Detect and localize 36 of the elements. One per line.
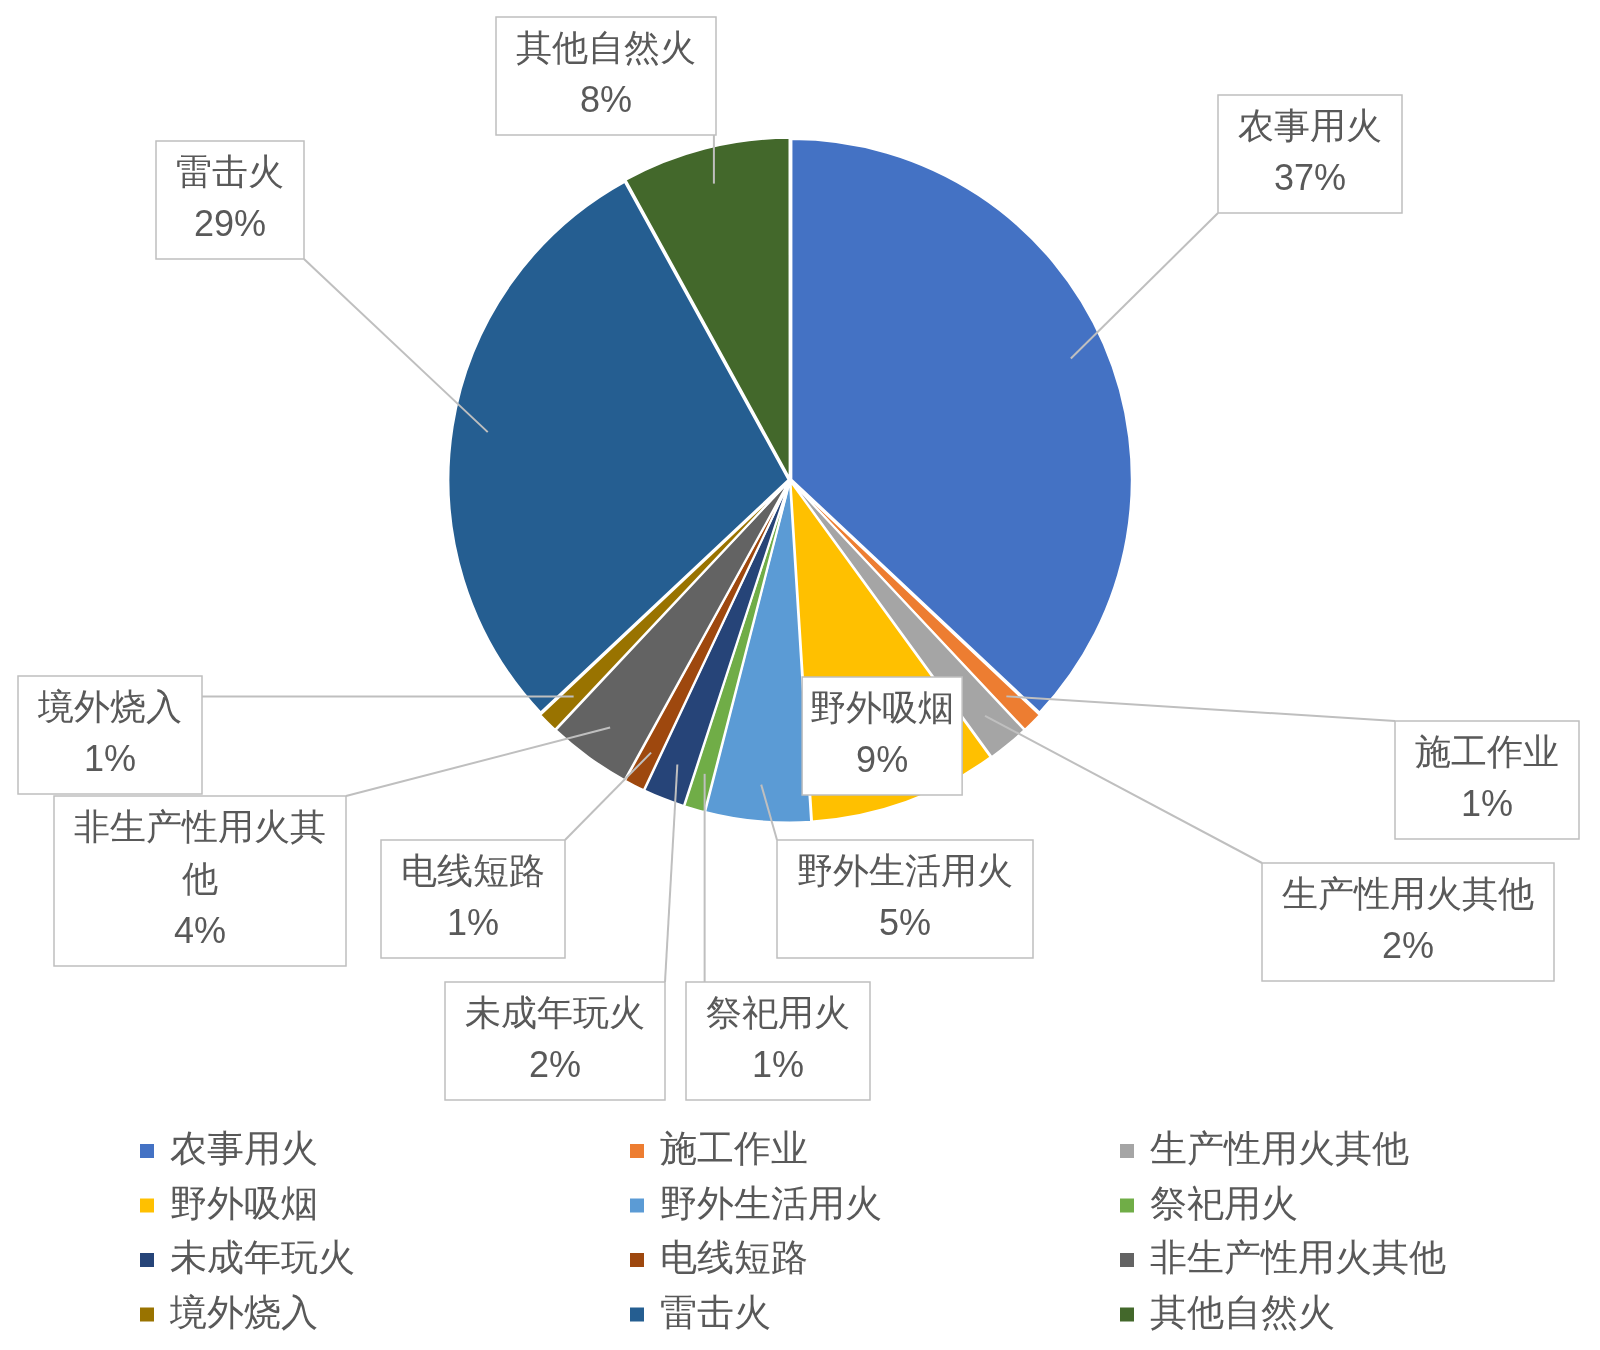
slice-label: 其他自然火	[516, 26, 696, 68]
slice-label: 生产性用火其他	[1282, 872, 1534, 914]
data-label: 2%	[1381, 924, 1435, 966]
data-label: 1%	[446, 901, 500, 943]
data-label: 37%	[1273, 156, 1347, 198]
slice-label: 祭祀用火	[706, 991, 850, 1033]
legend-label: 农事用火	[170, 1128, 318, 1170]
data-label: 1%	[83, 737, 137, 779]
legend-label: 雷击火	[660, 1291, 771, 1333]
slice-label: 野外生活用火	[797, 849, 1013, 891]
legend-label: 未成年玩火	[170, 1237, 355, 1279]
legend-label: 电线短路	[660, 1237, 808, 1279]
data-label: 2%	[528, 1043, 582, 1085]
data-label: 9%	[856, 738, 909, 780]
legend-label: 施工作业	[660, 1128, 808, 1170]
slice-label: 野外吸烟	[810, 686, 955, 728]
legend-label: 境外烧入	[169, 1291, 318, 1333]
slice-label: 非生产性用火其他	[74, 805, 326, 899]
slice-label: 农事用火	[1238, 104, 1382, 146]
data-label: 1%	[751, 1043, 805, 1085]
slice-label: 境外烧入	[37, 685, 182, 727]
data-label: 4%	[173, 909, 227, 951]
slice-label: 未成年玩火	[465, 991, 645, 1033]
data-label: 1%	[1460, 782, 1514, 824]
slice-label: 电线短路	[401, 849, 545, 891]
slice-label: 施工作业	[1415, 730, 1559, 772]
data-label: 5%	[878, 901, 932, 943]
legend-label: 其他自然火	[1150, 1291, 1335, 1333]
slice-label: 雷击火	[176, 150, 284, 192]
legend-label: 野外吸烟	[170, 1182, 318, 1224]
legend-label: 祭祀用火	[1150, 1182, 1298, 1224]
data-label: 29%	[193, 202, 267, 244]
data-label: 8%	[579, 78, 633, 120]
legend-label: 生产性用火其他	[1150, 1128, 1409, 1170]
legend-label: 野外生活用火	[660, 1182, 882, 1224]
legend-label: 非生产性用火其他	[1150, 1237, 1446, 1279]
